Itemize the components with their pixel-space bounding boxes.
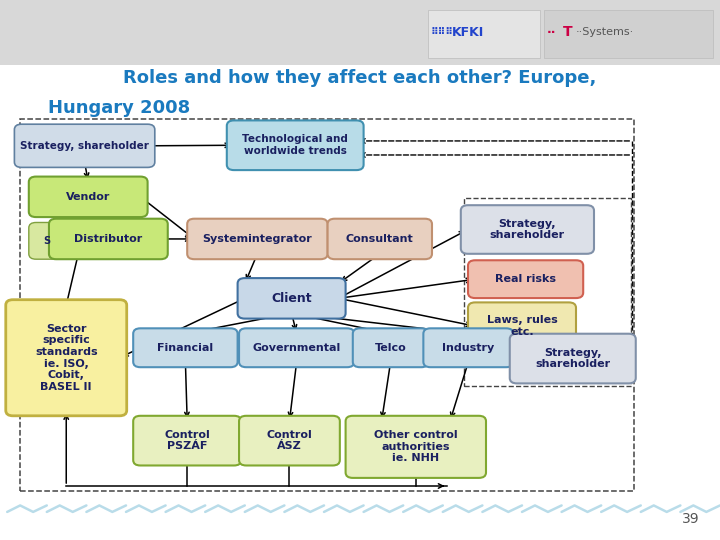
Text: Strategy,
shareholder: Strategy, shareholder xyxy=(490,219,565,240)
Text: Telco: Telco xyxy=(374,343,407,353)
FancyBboxPatch shape xyxy=(133,328,238,367)
FancyBboxPatch shape xyxy=(227,120,364,170)
FancyBboxPatch shape xyxy=(239,416,340,465)
FancyBboxPatch shape xyxy=(238,278,346,319)
Text: Hungary 2008: Hungary 2008 xyxy=(48,99,190,117)
FancyBboxPatch shape xyxy=(29,222,65,259)
FancyBboxPatch shape xyxy=(29,177,148,217)
Text: Strategy,
shareholder: Strategy, shareholder xyxy=(535,348,611,369)
Text: Roles and how they affect each other? Europe,: Roles and how they affect each other? Eu… xyxy=(123,69,597,87)
FancyBboxPatch shape xyxy=(468,260,583,298)
Text: ··: ·· xyxy=(547,26,557,39)
Text: Financial: Financial xyxy=(158,343,213,353)
FancyBboxPatch shape xyxy=(428,10,540,58)
Text: S: S xyxy=(43,236,50,246)
FancyBboxPatch shape xyxy=(6,300,127,416)
Text: Industry: Industry xyxy=(442,343,495,353)
Text: Client: Client xyxy=(271,292,312,305)
FancyBboxPatch shape xyxy=(49,219,168,259)
Bar xyxy=(20,119,634,491)
Text: Laws, rules
etc.: Laws, rules etc. xyxy=(487,315,557,337)
FancyBboxPatch shape xyxy=(133,416,241,465)
Bar xyxy=(464,198,631,386)
Text: Systemintegrator: Systemintegrator xyxy=(202,234,312,244)
Text: 39: 39 xyxy=(683,512,700,526)
Text: Vendor: Vendor xyxy=(66,192,110,202)
FancyBboxPatch shape xyxy=(353,328,428,367)
Text: Strategy, shareholder: Strategy, shareholder xyxy=(20,141,149,151)
Text: Governmental: Governmental xyxy=(253,343,341,353)
FancyBboxPatch shape xyxy=(346,416,486,478)
Text: Sector
specific
standards
ie. ISO,
Cobit,
BASEL II: Sector specific standards ie. ISO, Cobit… xyxy=(35,324,97,392)
FancyBboxPatch shape xyxy=(14,124,155,167)
FancyBboxPatch shape xyxy=(510,334,636,383)
Text: Other control
authorities
ie. NHH: Other control authorities ie. NHH xyxy=(374,430,458,463)
Text: Real risks: Real risks xyxy=(495,274,556,284)
FancyBboxPatch shape xyxy=(187,219,328,259)
Text: T: T xyxy=(563,25,572,39)
Text: Technological and
worldwide trends: Technological and worldwide trends xyxy=(242,134,348,156)
FancyBboxPatch shape xyxy=(461,205,594,254)
Text: KFKI: KFKI xyxy=(452,26,485,39)
FancyBboxPatch shape xyxy=(328,219,432,259)
Text: ⠿⠿⠿: ⠿⠿⠿ xyxy=(431,28,454,37)
Text: Consultant: Consultant xyxy=(346,234,414,244)
Text: Control
ÁSZ: Control ÁSZ xyxy=(266,430,312,451)
FancyBboxPatch shape xyxy=(468,302,576,350)
Text: Control
PSZÁF: Control PSZÁF xyxy=(164,430,210,451)
FancyBboxPatch shape xyxy=(423,328,513,367)
FancyBboxPatch shape xyxy=(544,10,713,58)
FancyBboxPatch shape xyxy=(239,328,354,367)
Text: ··Systems·: ··Systems· xyxy=(576,28,634,37)
FancyBboxPatch shape xyxy=(0,0,720,65)
Text: Distributor: Distributor xyxy=(74,234,143,244)
